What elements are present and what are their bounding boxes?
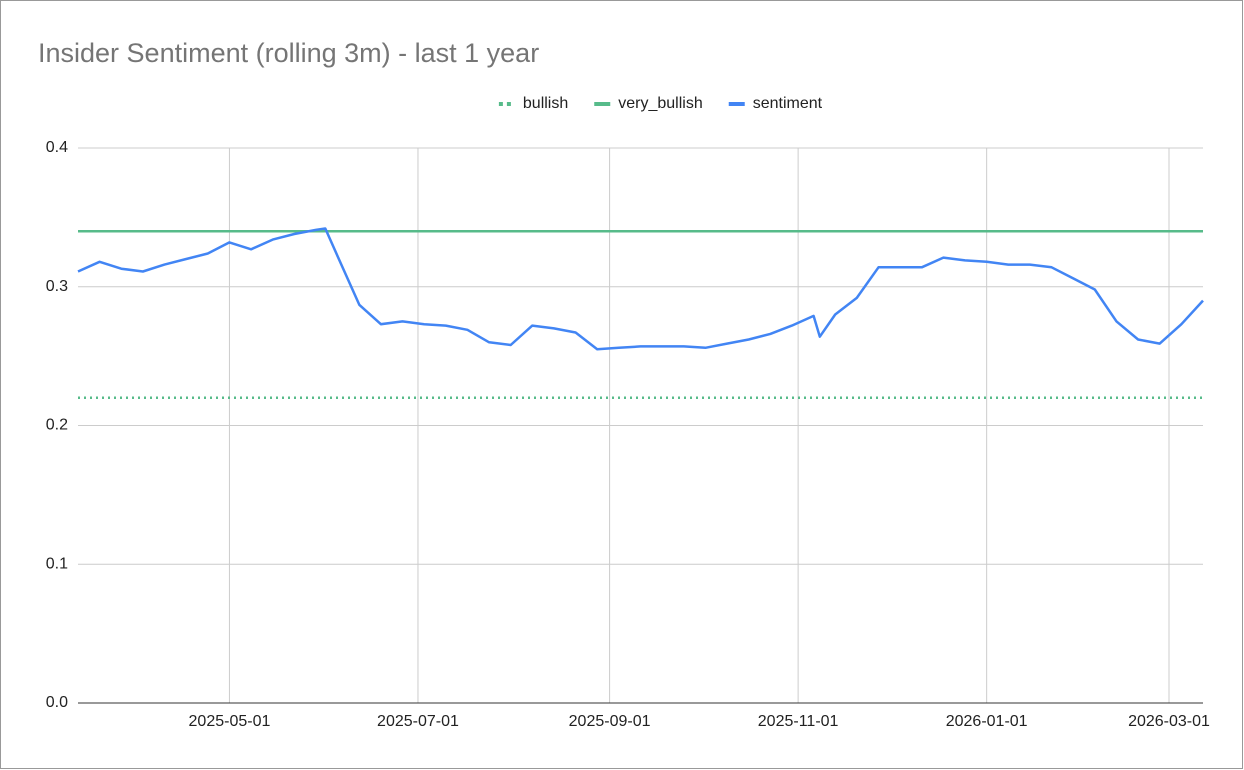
legend-label: bullish bbox=[523, 95, 568, 112]
x-tick-label: 2025-05-01 bbox=[189, 713, 271, 730]
y-tick-label: 0.4 bbox=[46, 139, 68, 156]
x-tick-label: 2026-03-01 bbox=[1128, 713, 1210, 730]
y-tick-label: 0.2 bbox=[46, 417, 68, 434]
series-line bbox=[77, 227, 1204, 351]
y-tick-label: 0.1 bbox=[46, 555, 68, 572]
x-tick-label: 2025-07-01 bbox=[377, 713, 459, 730]
x-tick-label: 2026-01-01 bbox=[946, 713, 1028, 730]
x-tick-label: 2025-11-01 bbox=[758, 713, 839, 730]
x-tick-label: 2025-09-01 bbox=[569, 713, 651, 730]
legend-label: sentiment bbox=[753, 95, 823, 112]
y-tick-label: 0.3 bbox=[46, 278, 68, 295]
y-tick-label: 0.0 bbox=[46, 694, 68, 711]
legend-label: very_bullish bbox=[618, 95, 702, 112]
chart-title: Insider Sentiment (rolling 3m) - last 1 … bbox=[38, 38, 539, 68]
